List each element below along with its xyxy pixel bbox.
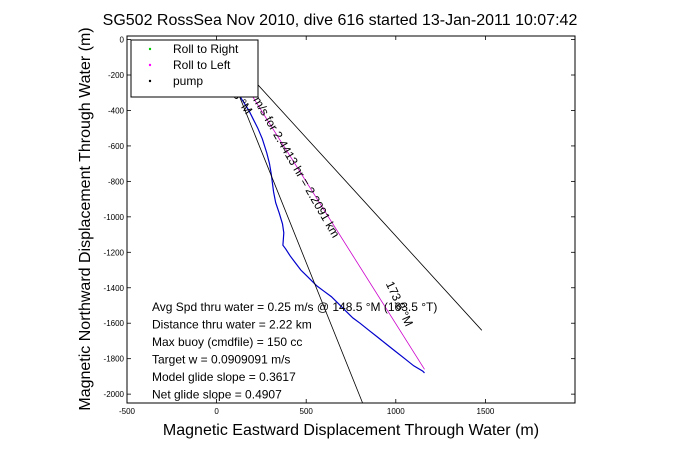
legend-label: Roll to Left bbox=[173, 58, 231, 72]
legend-label: Roll to Right bbox=[173, 42, 239, 56]
legend: Roll to Right Roll to Left pump bbox=[130, 39, 259, 98]
legend-label: pump bbox=[173, 74, 203, 88]
y-tick-label: -1200 bbox=[104, 248, 125, 257]
cone-line-3 bbox=[216, 39, 483, 331]
stats-line: Net glide slope = 0.4907 bbox=[152, 388, 282, 402]
stats-line: Max buoy (cmdfile) = 150 cc bbox=[152, 335, 302, 349]
y-tick-label: -800 bbox=[108, 177, 125, 186]
x-tick-label: 500 bbox=[300, 407, 314, 416]
x-tick-label: 1500 bbox=[477, 407, 495, 416]
legend-marker bbox=[148, 63, 152, 67]
stats-line: Avg Spd thru water = 0.25 m/s @ 148.5 °M… bbox=[152, 300, 437, 314]
y-tick-label: -1000 bbox=[104, 213, 125, 222]
stats-block: Avg Spd thru water = 0.25 m/s @ 148.5 °M… bbox=[152, 300, 437, 402]
legend-marker bbox=[148, 47, 152, 51]
stats-line: Distance thru water = 2.22 km bbox=[152, 318, 312, 332]
legend-marker bbox=[148, 79, 152, 83]
y-tick-label: -1800 bbox=[104, 355, 125, 364]
x-tick-label: 1000 bbox=[387, 407, 405, 416]
y-axis-ticks: 0 -200 -400 -600 -800 -1000 -1200 -1400 -1600 -18… bbox=[104, 36, 575, 399]
y-tick-label: -400 bbox=[108, 106, 125, 115]
y-tick-label: -1400 bbox=[104, 284, 125, 293]
y-tick-label: -1600 bbox=[104, 319, 125, 328]
y-tick-label: -200 bbox=[108, 71, 125, 80]
stats-line: Model glide slope = 0.3617 bbox=[152, 370, 296, 384]
x-tick-label: -500 bbox=[119, 407, 136, 416]
stats-line: Target w = 0.0909091 m/s bbox=[152, 353, 290, 367]
y-tick-label: -2000 bbox=[104, 390, 125, 399]
y-tick-label: -600 bbox=[108, 142, 125, 151]
x-axis-label: Magnetic Eastward Displacement Through W… bbox=[163, 422, 539, 439]
cone-line-2 bbox=[216, 39, 363, 404]
track-line-0 bbox=[217, 41, 425, 374]
chart-title: SG502 RossSea Nov 2010, dive 616 started… bbox=[103, 12, 578, 29]
y-axis-label: Magnetic Northward Displacement Through … bbox=[77, 27, 94, 410]
x-axis-ticks: -500 0 500 1000 1500 bbox=[119, 36, 495, 416]
y-tick-label: 0 bbox=[120, 36, 125, 45]
x-tick-label: 0 bbox=[214, 407, 219, 416]
legend-box bbox=[130, 39, 259, 98]
